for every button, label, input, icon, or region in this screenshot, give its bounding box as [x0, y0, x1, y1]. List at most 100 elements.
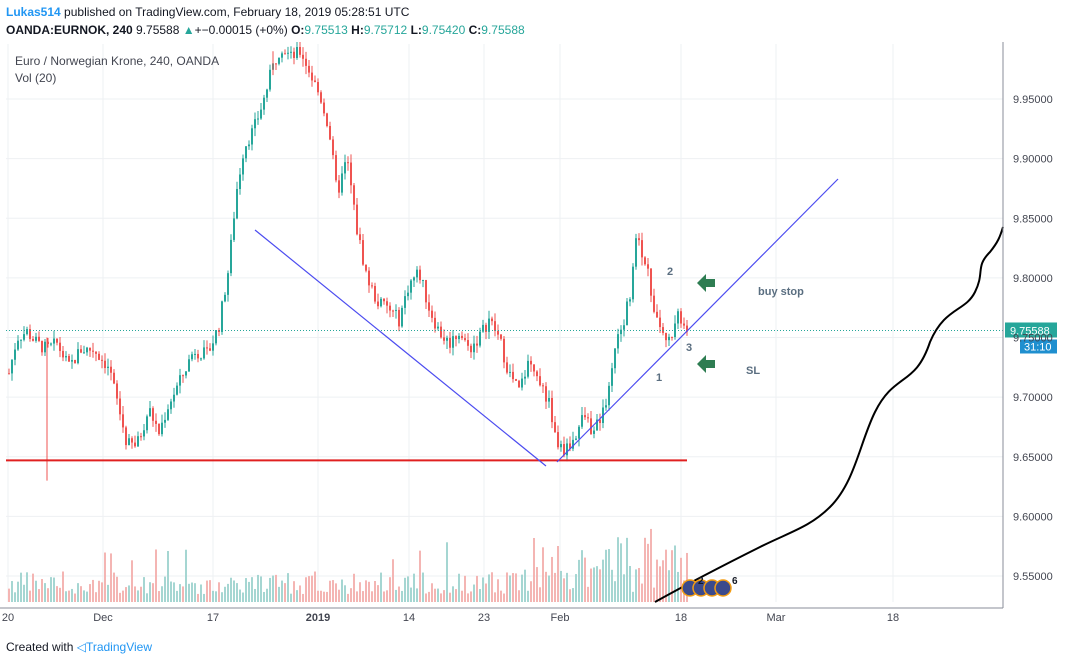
x-tick-label: 17 — [207, 612, 219, 624]
candle-body — [194, 353, 196, 355]
candle-body — [611, 368, 613, 386]
volume-bar — [101, 582, 103, 602]
volume-bar — [530, 581, 532, 602]
volume-bar — [281, 580, 283, 602]
volume-bar — [686, 552, 688, 602]
candle-body — [155, 420, 157, 424]
volume-bar — [524, 569, 526, 602]
volume-bar — [338, 589, 340, 602]
candle-body — [170, 401, 172, 410]
candle-body — [191, 354, 193, 360]
candle-body — [653, 295, 655, 312]
candle-body — [668, 336, 670, 341]
candle-body — [236, 189, 238, 219]
volume-bar — [128, 585, 130, 602]
candle-body — [437, 326, 439, 329]
candle-body — [137, 436, 139, 447]
candle-body — [125, 427, 127, 446]
publish-line: Lukas514 published on TradingView.com, F… — [6, 5, 409, 19]
volume-bar — [389, 577, 391, 602]
candle-body — [197, 353, 199, 359]
volume-bar — [473, 584, 475, 602]
candle-body — [404, 296, 406, 308]
volume-bar — [209, 580, 211, 602]
candle-body — [635, 238, 637, 267]
volume-bar — [485, 583, 487, 602]
candle-body — [263, 97, 265, 110]
volume-bar — [227, 583, 229, 602]
candle-body — [218, 330, 220, 332]
volume-bar — [542, 547, 544, 602]
candle-body — [371, 285, 373, 287]
volume-bar — [395, 589, 397, 602]
candle-body — [443, 337, 445, 341]
volume-bar — [620, 543, 622, 602]
volume-bar — [92, 579, 94, 602]
y-tick-label: 9.75000 — [1013, 333, 1053, 345]
volume-bar — [428, 591, 430, 602]
candle-body — [17, 340, 19, 350]
created-with-text: Created with — [6, 640, 74, 654]
x-tick-label: 20 — [2, 612, 14, 624]
candle-body — [683, 323, 685, 326]
high-label: H: — [351, 23, 364, 37]
candle-body — [305, 58, 307, 66]
volume-bar — [236, 583, 238, 602]
candle-body — [350, 162, 352, 186]
volume-bar — [629, 566, 631, 602]
sl-arrow-icon — [697, 355, 715, 373]
volume-bar — [527, 590, 529, 602]
candle-body — [413, 277, 415, 281]
candle-body — [422, 280, 424, 282]
candle-body — [308, 65, 310, 73]
candle-body — [686, 325, 688, 332]
volume-bar — [179, 584, 181, 602]
x-tick-label: 14 — [403, 612, 415, 624]
volume-bar — [245, 578, 247, 602]
candle-body — [284, 53, 286, 55]
candle-body — [470, 345, 472, 353]
candle-body — [80, 349, 82, 353]
candle-body — [671, 336, 673, 338]
candle-body — [188, 359, 190, 372]
volume-bar — [233, 580, 235, 602]
volume-bar — [581, 550, 583, 602]
candle-body — [203, 347, 205, 359]
footer: Created with ◁TradingView — [6, 640, 152, 654]
volume-bar — [8, 588, 10, 602]
tradingview-brand[interactable]: TradingView — [85, 640, 152, 654]
volume-bar — [83, 590, 85, 602]
volume-bar — [80, 586, 82, 602]
candle-body — [341, 173, 343, 193]
candle-body — [35, 336, 37, 341]
volume-bar — [572, 588, 574, 602]
tradingview-logo-icon[interactable]: ◁ — [76, 640, 86, 654]
volume-bar — [41, 579, 43, 602]
candle-body — [482, 324, 484, 332]
volume-bar — [545, 571, 547, 602]
candle-body — [680, 311, 682, 324]
chart-area[interactable]: 9.75588 31:10 2 3 1 buy stop SL 2 6 9.95000 9.900… — [0, 39, 1073, 632]
volume-bar — [365, 580, 367, 602]
candle-body — [401, 307, 403, 327]
candle-body — [200, 358, 202, 360]
candle-body — [101, 359, 103, 361]
candle-body — [347, 162, 349, 164]
author-link[interactable]: Lukas514 — [6, 5, 61, 19]
drawings[interactable]: 9.75588 31:10 2 3 1 buy stop SL 2 6 — [6, 178, 1057, 603]
candle-body — [140, 436, 142, 438]
candle-body — [677, 311, 679, 324]
volume-bar — [251, 577, 253, 602]
y-tick-label: 9.80000 — [1013, 273, 1053, 285]
change-arrow-icon: ▲ — [182, 23, 195, 37]
volume-bar — [326, 591, 328, 602]
volume-bar — [680, 557, 682, 602]
volume-bar — [317, 590, 319, 602]
volume-bar — [311, 575, 313, 602]
x-tick-label: 23 — [478, 612, 490, 624]
candle-body — [554, 422, 556, 433]
volume-bar — [77, 583, 79, 602]
volume-bar — [518, 590, 520, 602]
volume-bar — [170, 581, 172, 602]
